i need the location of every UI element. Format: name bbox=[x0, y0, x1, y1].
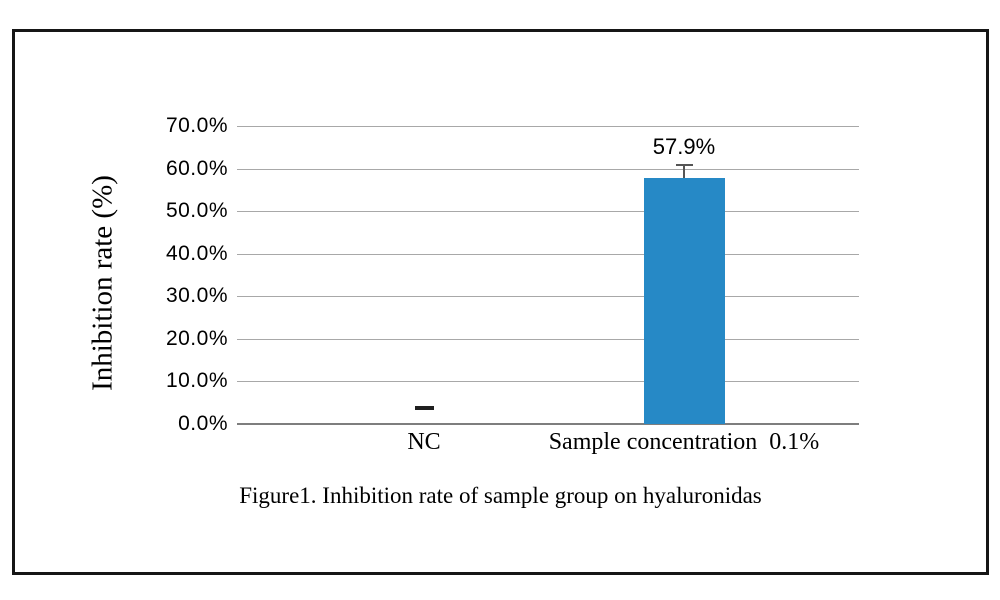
gridline-60 bbox=[237, 168, 859, 170]
y-tick-label-70: 70.0% bbox=[165, 114, 228, 137]
bar-value-label: 57.9% bbox=[652, 133, 716, 159]
figure-frame: Inhibition rate (%) Figure1. Inhibition … bbox=[12, 29, 989, 575]
error-bar-whisker bbox=[683, 164, 685, 178]
x-axis-line bbox=[237, 423, 859, 425]
y-tick-label-20: 20.0% bbox=[165, 326, 228, 350]
gridline-70 bbox=[237, 126, 859, 127]
gridline-10 bbox=[237, 381, 859, 383]
gridline-30 bbox=[237, 296, 859, 298]
y-tick-label-50: 50.0% bbox=[165, 199, 228, 223]
x-category-label-sample: Sample concentration 0.1% bbox=[548, 429, 820, 455]
y-tick-label-40: 40.0% bbox=[165, 241, 228, 265]
figure-caption: Figure1. Inhibition rate of sample group… bbox=[239, 483, 762, 508]
y-tick-label-30: 30.0% bbox=[165, 284, 228, 308]
gridline-50 bbox=[237, 211, 859, 213]
nc-dash-marker bbox=[414, 405, 434, 410]
gridline-20 bbox=[237, 338, 859, 340]
y-tick-label-0: 0.0% bbox=[178, 412, 228, 435]
error-bar-cap bbox=[675, 163, 693, 166]
y-axis-title: Inhibition rate (%) bbox=[86, 175, 119, 391]
bar-sample-concentration-0-1- bbox=[643, 177, 725, 424]
gridline-40 bbox=[237, 253, 859, 255]
x-category-label-nc: NC bbox=[407, 429, 441, 455]
plot-area bbox=[237, 126, 859, 424]
y-tick-label-60: 60.0% bbox=[165, 156, 228, 180]
y-tick-label-10: 10.0% bbox=[165, 369, 228, 393]
